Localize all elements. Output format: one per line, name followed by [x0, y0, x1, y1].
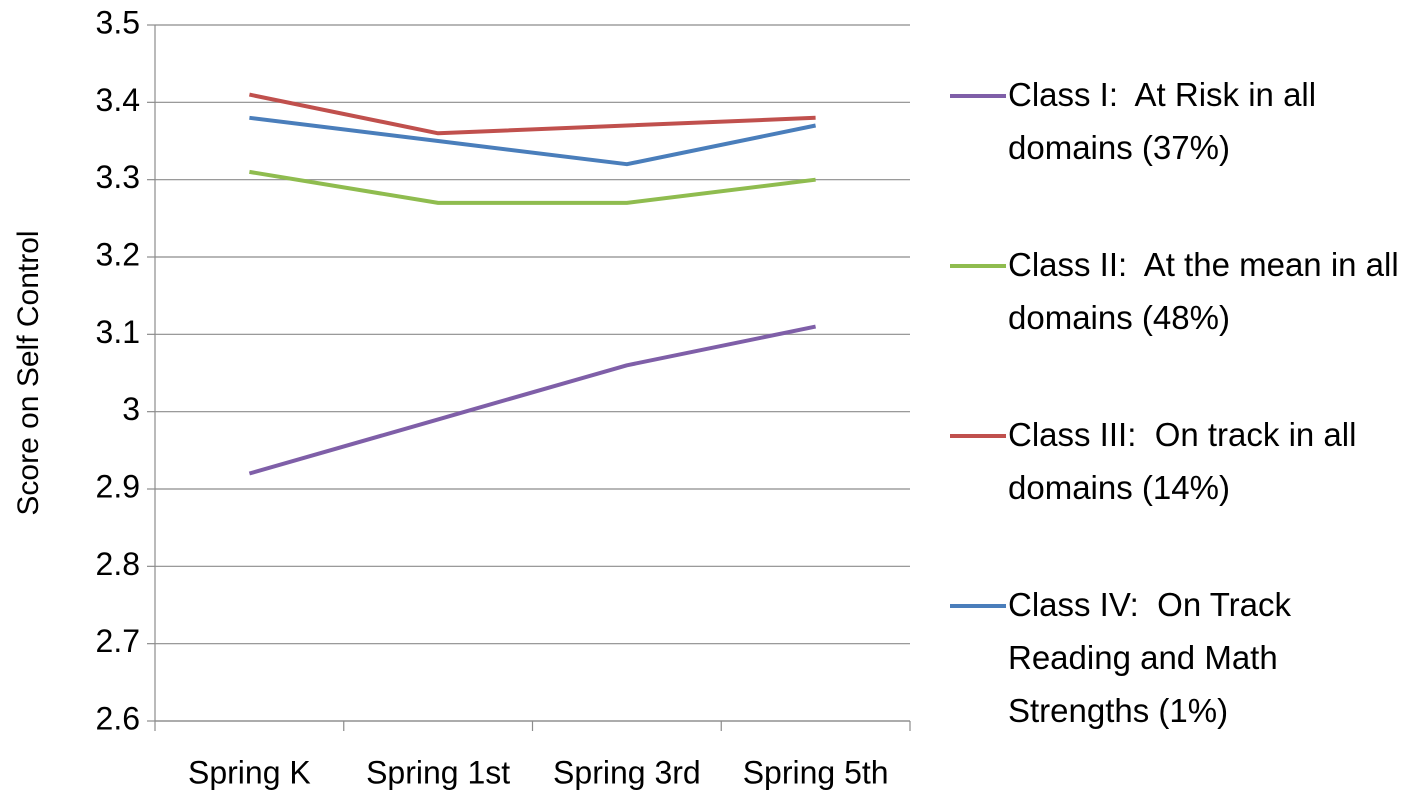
legend-label: Class I: At Risk in all domains (37%): [1008, 76, 1326, 166]
series-line: [249, 115, 817, 167]
legend-swatch: [950, 264, 1006, 268]
y-axis-label: Score on Self Control: [12, 230, 45, 515]
y-tick-label: 3.1: [96, 314, 140, 350]
legend-label: Class IV: On Track Reading and Math Stre…: [1008, 586, 1301, 729]
legend-entry: Class III: On track in all domains (14%): [950, 412, 1410, 582]
legend: Class I: At Risk in all domains (37%) Cla…: [950, 72, 1410, 752]
x-tick-label: Spring 5th: [743, 754, 889, 790]
series-line: [248, 324, 817, 476]
series-line: [248, 92, 816, 136]
y-tick-label: 3: [122, 391, 140, 427]
legend-swatch: [950, 604, 1006, 608]
y-tick-label: 3.5: [96, 4, 140, 40]
legend-entry: Class IV: On Track Reading and Math Stre…: [950, 582, 1410, 752]
legend-swatch: [950, 434, 1006, 438]
y-tick-label: 2.9: [96, 468, 140, 504]
legend-entry: Class II: At the mean in all domains (48…: [950, 242, 1410, 412]
y-tick-label: 2.6: [96, 700, 140, 736]
series-line: [249, 169, 816, 205]
y-tick-label: 2.8: [96, 546, 140, 582]
y-tick-label: 2.7: [96, 623, 140, 659]
legend-entry: Class I: At Risk in all domains (37%): [950, 72, 1410, 242]
legend-label: Class III: On track in all domains (14%): [1008, 416, 1366, 506]
y-tick-label: 3.3: [96, 159, 140, 195]
x-tick-label: Spring 3rd: [553, 754, 701, 790]
x-tick-label: Spring 1st: [366, 754, 510, 790]
legend-swatch: [950, 94, 1006, 98]
y-tick-label: 3.2: [96, 236, 140, 272]
x-tick-label: Spring K: [188, 754, 311, 790]
y-tick-label: 3.4: [96, 82, 140, 118]
legend-label: Class II: At the mean in all domains (48…: [1008, 246, 1408, 336]
